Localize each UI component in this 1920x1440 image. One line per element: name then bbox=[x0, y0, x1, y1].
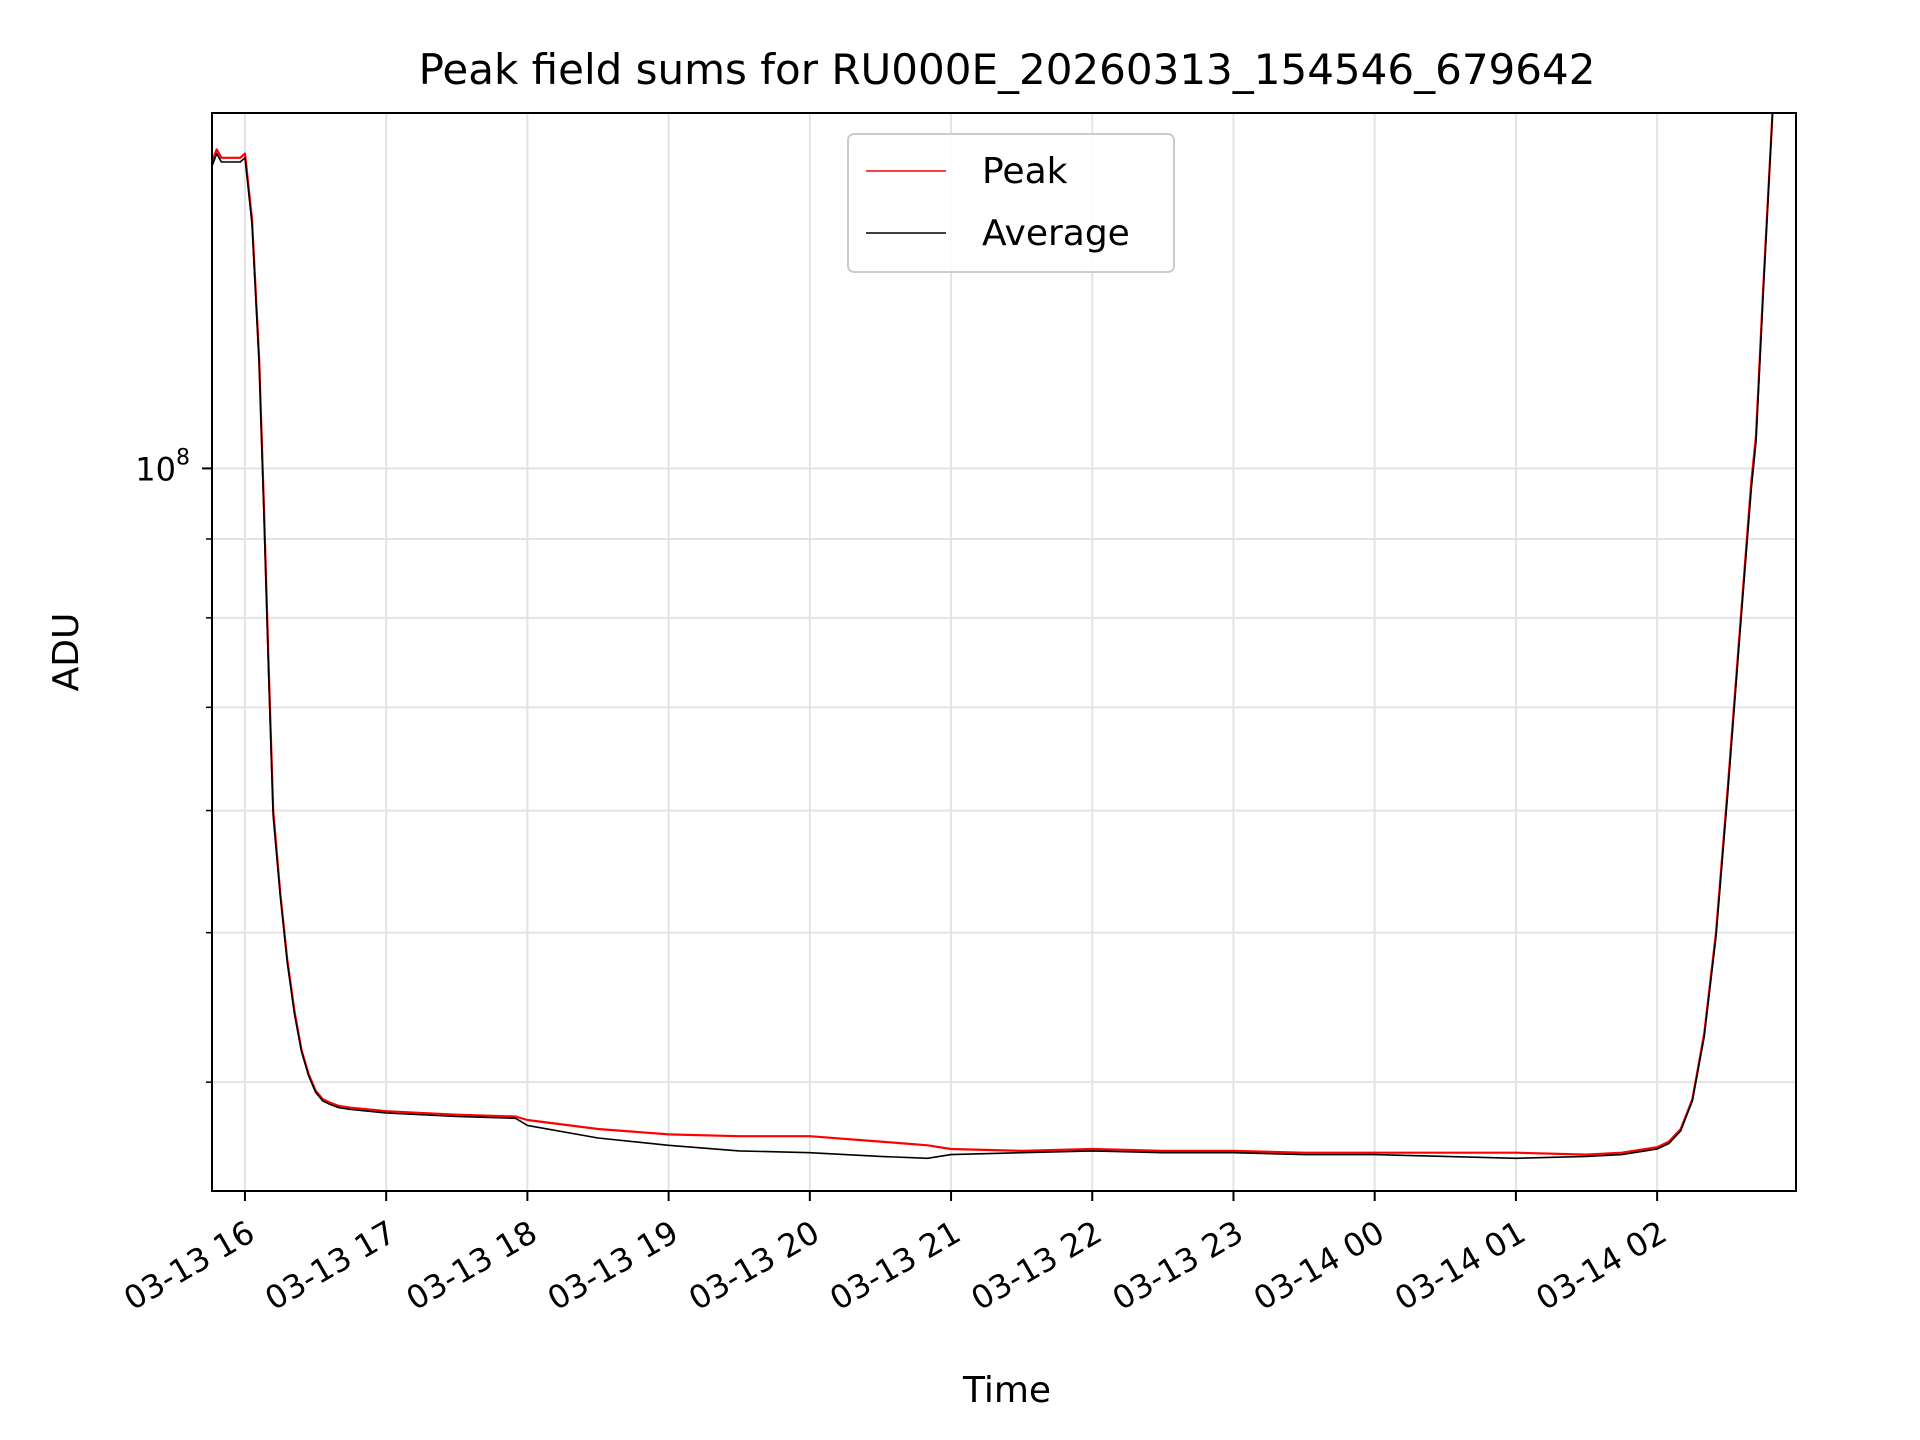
y-tick-label: 108 bbox=[135, 445, 190, 488]
legend-label-peak: Peak bbox=[982, 151, 1068, 192]
x-axis-label: Time bbox=[962, 1370, 1051, 1411]
legend-box bbox=[847, 133, 1175, 273]
chart-title: Peak field sums for RU000E_20260313_1545… bbox=[419, 45, 1596, 94]
series-lines bbox=[210, 112, 1774, 1160]
legend-label-average: Average bbox=[982, 213, 1130, 254]
y-axis-label: ADU bbox=[46, 613, 87, 692]
legend: Peak Average bbox=[847, 133, 1175, 273]
plot-frame bbox=[211, 112, 1797, 1192]
y-axis: 108 bbox=[135, 445, 212, 1083]
grid bbox=[212, 113, 1796, 1191]
series-line-average bbox=[211, 112, 1774, 1160]
